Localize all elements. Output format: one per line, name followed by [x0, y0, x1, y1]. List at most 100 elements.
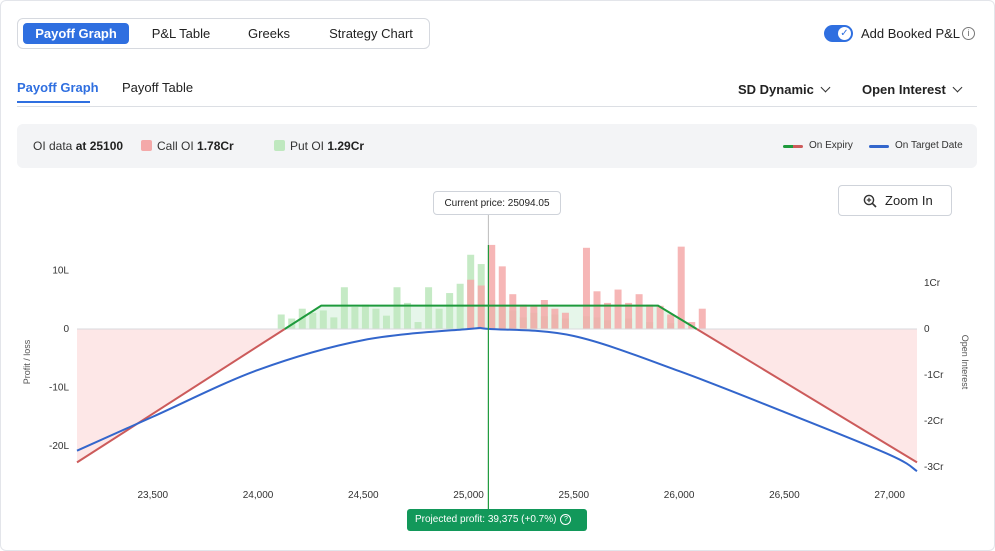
put-oi-bar [382, 315, 390, 329]
zoom-in-label: Zoom In [885, 193, 933, 208]
help-icon[interactable]: ? [560, 513, 572, 525]
put-oi-label: Put OI [290, 139, 325, 153]
call-oi-bar [561, 312, 569, 329]
subtab-payoff-graph[interactable]: Payoff Graph [17, 80, 99, 95]
target-date-line [76, 326, 918, 473]
y-right-tick-label: -3Cr [924, 462, 944, 473]
booked-pl-label: Add Booked P&L [861, 26, 961, 41]
y-right-tick-label: 1Cr [924, 278, 941, 289]
tab-strategy-chart[interactable]: Strategy Chart [329, 26, 413, 41]
call-oi-bar [593, 291, 601, 329]
projected-profit-badge: Projected profit: 39,375 (+0.7%)? [407, 509, 587, 531]
tab-pl-table[interactable]: P&L Table [151, 26, 211, 41]
call-oi-bar [509, 294, 517, 329]
call-oi-bar [604, 302, 612, 329]
x-tick-label: 26,500 [769, 490, 800, 501]
call-oi-bar [677, 246, 685, 329]
put-oi-bar [414, 322, 422, 329]
put-oi-bar [277, 314, 285, 329]
expiry-line-loss-right [696, 328, 918, 464]
call-oi-bar [582, 247, 590, 329]
zoom-in-button[interactable]: Zoom In [838, 185, 952, 216]
legend-expiry-label: On Expiry [809, 140, 853, 151]
x-tick-label: 25,500 [559, 490, 590, 501]
oi-data-prefix: OI data [33, 139, 73, 153]
y-left-tick-label: -10L [49, 383, 69, 394]
booked-pl-toggle[interactable]: ✓ [824, 25, 853, 42]
x-tick-label: 27,000 [874, 490, 905, 501]
call-oi-bar [656, 305, 664, 329]
put-oi-bar [351, 306, 359, 329]
put-oi-bar [435, 308, 443, 329]
call-oi-bar [467, 279, 475, 329]
call-oi-swatch [141, 140, 152, 151]
call-oi-bar [625, 302, 633, 329]
subtab-divider [17, 106, 977, 107]
call-oi-label: Call OI [157, 139, 194, 153]
put-oi-value: 1.29Cr [327, 139, 365, 153]
x-tick-label: 23,500 [137, 490, 168, 501]
put-oi-bar [330, 317, 338, 329]
call-oi-bar [551, 308, 559, 329]
y-left-tick-label: 0 [63, 324, 69, 335]
put-oi-bar [393, 287, 401, 329]
legend-target-label: On Target Date [895, 140, 963, 151]
projected-profit-text: Projected profit: 39,375 (+0.7%) [415, 514, 557, 525]
oi-strike: at 25100 [75, 139, 124, 153]
zoom-in-icon [863, 194, 877, 208]
call-oi-bar [635, 294, 643, 329]
y-right-tick-label: 0 [924, 324, 930, 335]
put-oi-bar [309, 312, 317, 329]
put-oi-bar [404, 302, 412, 329]
x-tick-label: 25,000 [453, 490, 484, 501]
call-oi: Call OI 1.78Cr [157, 139, 234, 153]
legend-target-swatch [869, 145, 889, 148]
view-tabs: Payoff Graph P&L Table Greeks Strategy C… [17, 18, 430, 49]
call-oi-bar [519, 304, 527, 329]
call-oi-value: 1.78Cr [197, 139, 234, 153]
oi-data-label: OI data at 25100 [33, 139, 123, 153]
tab-greeks[interactable]: Greeks [248, 26, 290, 41]
put-oi-swatch [274, 140, 285, 151]
info-icon[interactable]: i [962, 27, 975, 40]
call-oi-bar [530, 305, 538, 329]
subtab-active-indicator [17, 101, 90, 103]
put-oi-bar [340, 287, 348, 329]
y-left-tick-label: 10L [52, 266, 69, 277]
y-right-tick-label: -2Cr [924, 416, 944, 427]
call-oi-bar [477, 285, 485, 329]
call-oi-bar [614, 289, 622, 329]
call-oi-bar [498, 266, 506, 329]
current-price-tooltip: Current price: 25094.05 [433, 191, 561, 215]
open-interest-label: Open Interest [862, 82, 946, 97]
put-oi-bar [361, 304, 369, 329]
check-icon: ✓ [838, 27, 851, 40]
call-oi-bar [698, 308, 706, 329]
put-oi-bar [425, 287, 433, 329]
oi-summary-bar: OI data at 25100 Call OI 1.78Cr Put OI 1… [17, 124, 977, 168]
put-oi-bar [372, 308, 380, 329]
x-tick-label: 26,000 [664, 490, 695, 501]
put-oi-bar [319, 310, 327, 329]
y-right-tick-label: -1Cr [924, 370, 944, 381]
put-oi: Put OI 1.29Cr [290, 139, 364, 153]
y-right-axis-title: Open Interest [960, 335, 970, 390]
call-oi-bar [540, 300, 548, 329]
y-left-tick-label: -20L [49, 441, 69, 452]
sd-dynamic-dropdown[interactable]: SD Dynamic [738, 82, 831, 97]
call-oi-bar [667, 314, 675, 329]
expiry-line-profit [284, 304, 698, 330]
call-oi-bar [488, 244, 496, 329]
subtab-payoff-table[interactable]: Payoff Table [122, 80, 194, 95]
open-interest-dropdown[interactable]: Open Interest [862, 82, 963, 97]
expiry-line-loss-left [76, 328, 286, 464]
sd-dynamic-label: SD Dynamic [738, 82, 814, 97]
tab-payoff-graph[interactable]: Payoff Graph [23, 23, 129, 44]
put-oi-bar [446, 293, 454, 329]
legend-expiry-swatch [783, 145, 803, 148]
y-left-axis-title: Profit / loss [22, 339, 32, 384]
x-tick-label: 24,000 [243, 490, 274, 501]
x-tick-label: 24,500 [348, 490, 379, 501]
call-oi-bar [646, 304, 654, 329]
